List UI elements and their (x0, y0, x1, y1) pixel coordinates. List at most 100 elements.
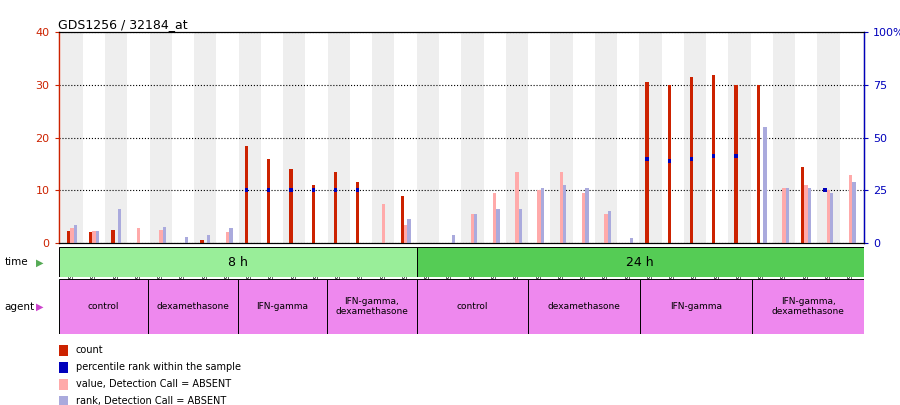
Bar (439, 32, 461, 243)
Bar (238, 279, 327, 334)
Bar (506, 32, 528, 243)
Text: ▶: ▶ (36, 302, 43, 312)
Text: value, Detection Call = ABSENT: value, Detection Call = ABSENT (76, 379, 230, 389)
Bar (630, 238, 633, 243)
Bar (849, 175, 852, 243)
Bar (245, 146, 248, 243)
Bar (284, 32, 305, 243)
Bar (394, 32, 417, 243)
Bar (245, 188, 248, 192)
Bar (356, 188, 359, 192)
Bar (417, 279, 528, 334)
Bar (572, 32, 595, 243)
Text: 8 h: 8 h (228, 256, 248, 269)
Bar (582, 193, 585, 243)
Bar (690, 157, 693, 161)
Bar (404, 224, 408, 243)
Bar (817, 32, 840, 243)
Bar (560, 172, 563, 243)
Bar (595, 32, 617, 243)
Bar (417, 247, 864, 277)
Text: count: count (76, 345, 104, 355)
Bar (311, 185, 315, 243)
Bar (515, 172, 518, 243)
Bar (400, 196, 404, 243)
Text: IFN-gamma,
dexamethasone: IFN-gamma, dexamethasone (336, 297, 409, 316)
Text: agent: agent (4, 302, 34, 312)
Bar (207, 235, 211, 243)
Bar (128, 32, 149, 243)
Bar (290, 169, 292, 243)
Text: rank, Detection Call = ABSENT: rank, Detection Call = ABSENT (76, 396, 226, 405)
Bar (93, 231, 95, 243)
Bar (604, 214, 608, 243)
Bar (471, 214, 474, 243)
Bar (194, 32, 217, 243)
Bar (496, 209, 500, 243)
Bar (226, 232, 230, 243)
Bar (712, 154, 716, 158)
Bar (786, 188, 789, 243)
Bar (668, 85, 671, 243)
Bar (95, 231, 99, 243)
Bar (751, 32, 773, 243)
Bar (112, 230, 114, 243)
Text: control: control (456, 302, 488, 311)
Bar (734, 154, 738, 158)
Bar (827, 190, 830, 243)
Bar (417, 32, 439, 243)
Bar (267, 159, 270, 243)
Bar (706, 32, 728, 243)
Bar (452, 235, 455, 243)
Bar (118, 209, 122, 243)
Bar (163, 227, 166, 243)
Bar (230, 228, 232, 243)
Bar (830, 193, 833, 243)
Bar (60, 32, 83, 243)
Bar (541, 188, 544, 243)
Bar (585, 188, 589, 243)
Bar (184, 237, 188, 243)
Bar (773, 32, 795, 243)
Bar (327, 279, 417, 334)
Bar (172, 32, 194, 243)
Bar (149, 32, 172, 243)
Bar (89, 232, 93, 243)
Bar (852, 182, 856, 243)
Bar (74, 224, 76, 243)
Bar (105, 32, 128, 243)
Bar (805, 185, 808, 243)
Bar (267, 188, 270, 192)
Bar (840, 32, 862, 243)
Text: IFN-gamma,
dexamethasone: IFN-gamma, dexamethasone (771, 297, 844, 316)
Bar (712, 75, 716, 243)
Bar (238, 32, 261, 243)
Text: IFN-gamma: IFN-gamma (670, 302, 722, 311)
Bar (382, 203, 385, 243)
Bar (70, 228, 74, 243)
Bar (639, 32, 662, 243)
Bar (148, 279, 238, 334)
Bar (373, 32, 394, 243)
Text: GDS1256 / 32184_at: GDS1256 / 32184_at (58, 18, 188, 31)
Bar (734, 85, 738, 243)
Bar (757, 85, 760, 243)
Text: percentile rank within the sample: percentile rank within the sample (76, 362, 240, 372)
Bar (83, 32, 105, 243)
Bar (334, 188, 338, 192)
Bar (58, 247, 417, 277)
Bar (763, 127, 767, 243)
Bar (328, 32, 350, 243)
Bar (640, 279, 752, 334)
Text: dexamethasone: dexamethasone (157, 302, 230, 311)
Bar (474, 214, 477, 243)
Bar (58, 279, 148, 334)
Bar (824, 188, 827, 192)
Bar (550, 32, 572, 243)
Bar (645, 157, 649, 161)
Bar (305, 32, 328, 243)
Bar (528, 32, 550, 243)
Bar (408, 220, 410, 243)
Bar (782, 188, 786, 243)
Bar (645, 83, 649, 243)
